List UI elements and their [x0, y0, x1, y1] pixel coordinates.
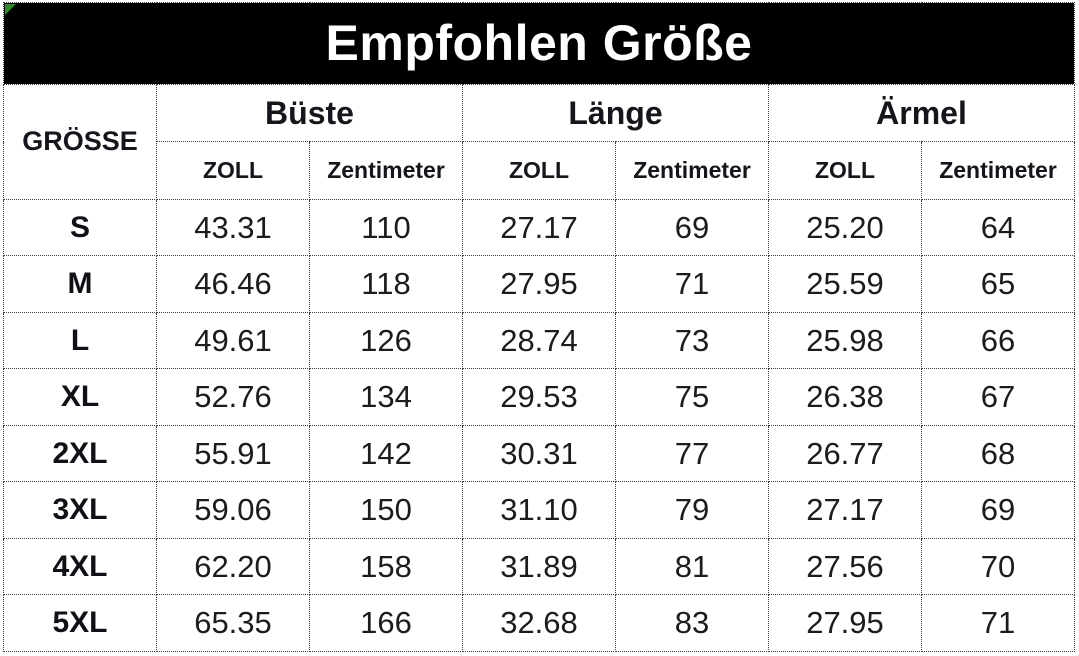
sub-header-row: ZOLL Zentimeter ZOLL Zentimeter ZOLL Zen…: [4, 141, 1075, 200]
value-cell: 75: [615, 368, 769, 426]
value-cell: 55.91: [156, 424, 310, 483]
table-row: L 49.61 126 28.74 73 25.98 66: [3, 311, 1075, 370]
subheader-aermel-zoll: ZOLL: [768, 141, 922, 200]
subheader-aermel-zentimeter: Zentimeter: [921, 141, 1075, 200]
group-header-row: GRÖSSE Büste Länge Ärmel: [3, 83, 1075, 200]
value-cell: 83: [615, 594, 769, 652]
table-row: 5XL 65.35 166 32.68 83 27.95 71: [3, 594, 1075, 652]
size-label: 4XL: [3, 537, 157, 596]
table-row: 4XL 62.20 158 31.89 81 27.56 70: [3, 537, 1075, 596]
value-cell: 79: [615, 481, 769, 539]
size-label: M: [3, 255, 157, 313]
value-cell: 118: [309, 255, 463, 313]
subheader-bueste-zoll: ZOLL: [156, 141, 310, 200]
value-cell: 71: [921, 594, 1075, 652]
value-cell: 73: [615, 311, 769, 370]
value-cell: 31.89: [462, 537, 616, 596]
title-banner-row: Empfohlen Größe: [3, 2, 1075, 85]
value-cell: 43.31: [156, 198, 310, 257]
value-cell: 69: [615, 198, 769, 257]
value-cell: 27.95: [768, 594, 922, 652]
value-cell: 32.68: [462, 594, 616, 652]
subheader-laenge-zoll: ZOLL: [462, 141, 616, 200]
subheader-laenge-zentimeter: Zentimeter: [615, 141, 769, 200]
value-cell: 59.06: [156, 481, 310, 539]
value-cell: 27.17: [768, 481, 922, 539]
column-group-aermel: Ärmel: [768, 83, 1075, 143]
size-label: L: [3, 311, 157, 370]
value-cell: 166: [309, 594, 463, 652]
value-cell: 69: [921, 481, 1075, 539]
size-label: 2XL: [3, 424, 157, 483]
value-cell: 62.20: [156, 537, 310, 596]
value-cell: 71: [615, 255, 769, 313]
value-cell: 126: [309, 311, 463, 370]
value-cell: 77: [615, 424, 769, 483]
value-cell: 49.61: [156, 311, 310, 370]
table-row: 2XL 55.91 142 30.31 77 26.77 68: [3, 424, 1075, 483]
value-cell: 25.20: [768, 198, 922, 257]
value-cell: 134: [309, 368, 463, 426]
value-cell: 66: [921, 311, 1075, 370]
title-banner: Empfohlen Größe: [3, 2, 1075, 85]
column-group-bueste: Büste: [156, 83, 463, 143]
value-cell: 31.10: [462, 481, 616, 539]
value-cell: 46.46: [156, 255, 310, 313]
table-row: M 46.46 118 27.95 71 25.59 65: [3, 255, 1075, 313]
value-cell: 28.74: [462, 311, 616, 370]
page-title: Empfohlen Größe: [325, 15, 753, 72]
value-cell: 68: [921, 424, 1075, 483]
table-row: S 43.31 110 27.17 69 25.20 64: [3, 198, 1075, 257]
value-cell: 26.77: [768, 424, 922, 483]
subheader-bueste-zentimeter: Zentimeter: [309, 141, 463, 200]
value-cell: 81: [615, 537, 769, 596]
value-cell: 30.31: [462, 424, 616, 483]
table-row: 3XL 59.06 150 31.10 79 27.17 69: [3, 481, 1075, 539]
value-cell: 29.53: [462, 368, 616, 426]
table-row: XL 52.76 134 29.53 75 26.38 67: [3, 368, 1075, 426]
value-cell: 25.59: [768, 255, 922, 313]
column-header-groesse: GRÖSSE: [3, 83, 157, 200]
value-cell: 65.35: [156, 594, 310, 652]
size-label: S: [3, 198, 157, 257]
size-label: 3XL: [3, 481, 157, 539]
value-cell: 64: [921, 198, 1075, 257]
green-corner-triangle-icon: [5, 4, 16, 15]
value-cell: 142: [309, 424, 463, 483]
value-cell: 65: [921, 255, 1075, 313]
value-cell: 67: [921, 368, 1075, 426]
column-group-laenge: Länge: [462, 83, 769, 143]
size-table: Empfohlen Größe GRÖSSE Büste Länge Ärmel…: [3, 2, 1075, 652]
value-cell: 70: [921, 537, 1075, 596]
value-cell: 52.76: [156, 368, 310, 426]
value-cell: 27.56: [768, 537, 922, 596]
value-cell: 158: [309, 537, 463, 596]
size-label: 5XL: [3, 594, 157, 652]
size-label: XL: [3, 368, 157, 426]
value-cell: 27.95: [462, 255, 616, 313]
value-cell: 26.38: [768, 368, 922, 426]
value-cell: 25.98: [768, 311, 922, 370]
value-cell: 150: [309, 481, 463, 539]
value-cell: 110: [309, 198, 463, 257]
value-cell: 27.17: [462, 198, 616, 257]
